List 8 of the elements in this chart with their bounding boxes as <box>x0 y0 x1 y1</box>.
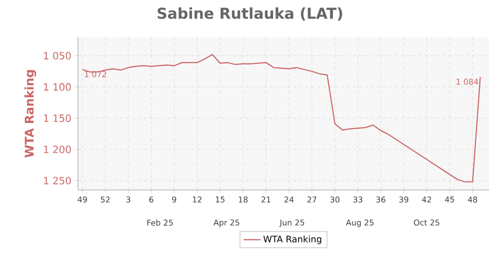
y-tick-label: 1 200 <box>44 146 71 154</box>
y-tick-label: 1 100 <box>44 83 71 91</box>
y-axis-title: WTA Ranking <box>24 70 36 158</box>
y-tick-label: 1 050 <box>44 52 71 60</box>
legend-label: WTA Ranking <box>263 235 322 244</box>
y-tick-label: 1 250 <box>44 176 71 184</box>
chart-title: Sabine Rutlauka (LAT) <box>158 7 342 21</box>
y-tick-label: 1 150 <box>44 114 71 122</box>
